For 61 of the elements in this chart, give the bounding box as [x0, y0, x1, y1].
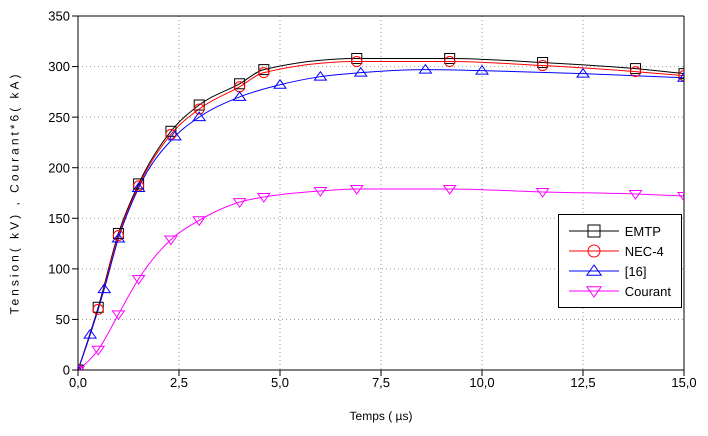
y-tick-label: 100: [48, 261, 70, 276]
point: [537, 57, 548, 68]
point: [84, 329, 97, 339]
point: [476, 65, 488, 75]
point: [274, 79, 286, 89]
y-tick-label: 200: [48, 160, 70, 176]
point: [234, 81, 246, 92]
point: [258, 64, 270, 76]
point: [164, 236, 178, 246]
point: [630, 66, 642, 78]
x-tick-label: 10,0: [469, 375, 495, 390]
point: [354, 67, 368, 77]
x-tick-label: 15,0: [671, 375, 697, 390]
point: [444, 52, 456, 64]
point: [314, 186, 327, 196]
x-tick-label: 2,5: [170, 375, 188, 390]
point: [192, 216, 206, 226]
x-axis-title: Temps ( µs): [350, 409, 412, 423]
point: [233, 198, 246, 208]
x-tick-label: 7,5: [372, 375, 390, 390]
legend-label: [16]: [624, 264, 646, 278]
point: [194, 104, 205, 115]
x-tick-label: 12,5: [570, 375, 596, 390]
point: [443, 184, 456, 194]
point: [165, 126, 176, 137]
point: [92, 346, 105, 356]
point: [351, 52, 362, 64]
y-tick-label: 300: [48, 59, 70, 74]
y-tick-label: 0: [62, 362, 70, 378]
x-tick-label: 5,0: [270, 375, 290, 390]
point: [98, 284, 111, 294]
point: [112, 233, 125, 243]
legend-label: NEC-4: [624, 244, 664, 258]
point: [629, 190, 642, 200]
point: [168, 130, 182, 140]
point: [194, 100, 205, 111]
legend-label: EMTP: [624, 224, 661, 238]
x-tick-label: 0,0: [68, 375, 88, 390]
point: [444, 56, 456, 68]
point: [257, 193, 270, 203]
point: [233, 91, 246, 101]
point: [351, 56, 362, 68]
point: [350, 184, 364, 194]
point: [536, 188, 550, 198]
y-tick-label: 50: [56, 312, 70, 328]
y-axis-title: Tension( kV) , Courant*6( kA): [7, 71, 22, 315]
point: [537, 60, 548, 72]
point: [576, 68, 590, 78]
point: [418, 64, 432, 74]
y-tick-label: 150: [48, 210, 70, 226]
point: [132, 274, 146, 284]
point: [112, 310, 125, 320]
point: [314, 71, 327, 81]
y-tick-label: 250: [48, 110, 70, 125]
legend-label: Courant: [624, 284, 671, 298]
point: [192, 112, 206, 122]
point: [165, 128, 176, 140]
point: [234, 78, 246, 90]
y-tick-label: 350: [48, 8, 70, 24]
point: [258, 67, 270, 78]
point: [630, 63, 642, 74]
